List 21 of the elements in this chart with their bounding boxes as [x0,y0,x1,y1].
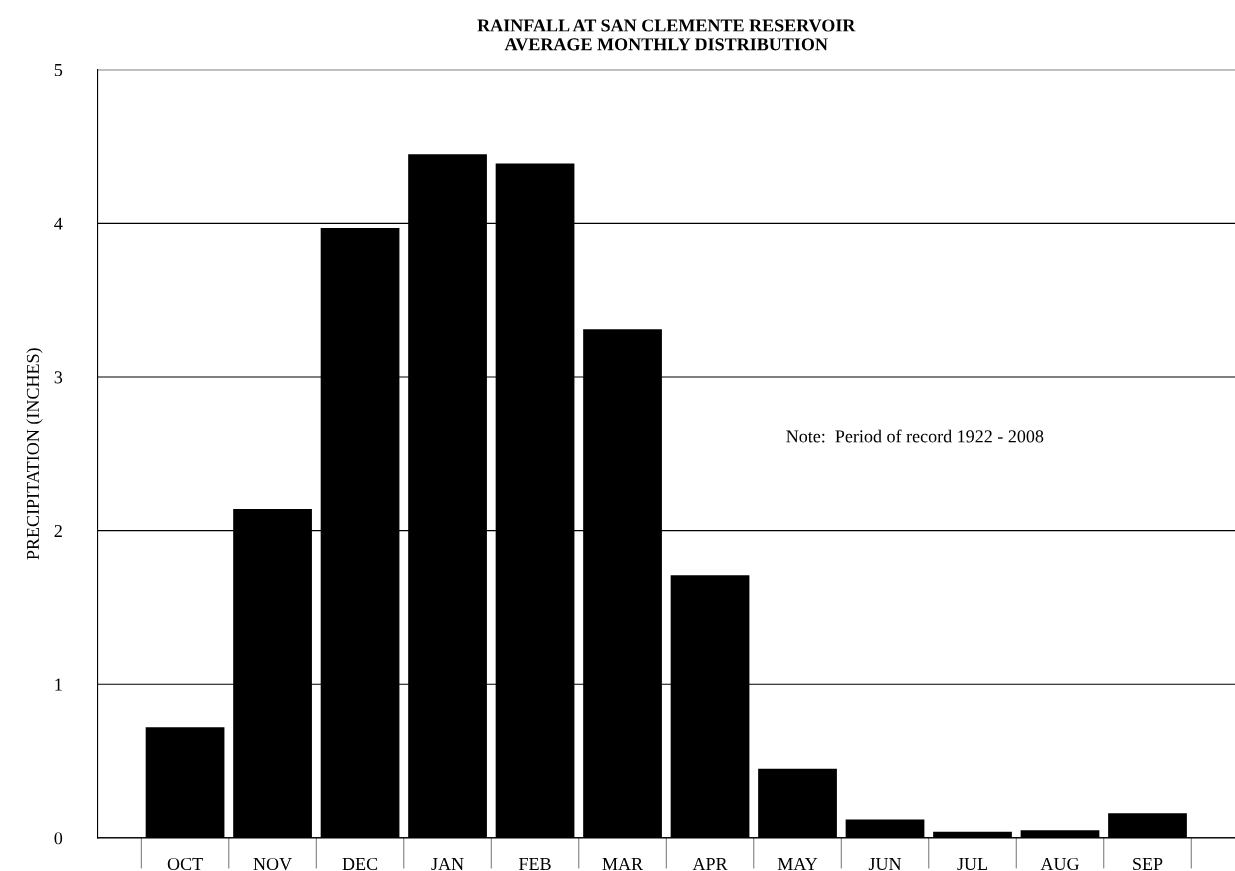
x-tick-label: DEC [342,857,378,871]
y-tick-label: 1 [55,678,62,691]
x-tick-label: APR [692,857,728,870]
x-tick-label: AUG [1040,857,1079,871]
annotation: Note: Period of record 1922 - 2008 [786,429,1044,443]
y-tick-label: 2 [54,524,62,537]
x-tick-label: JUN [868,858,902,871]
x-tick-label: MAR [602,857,644,870]
x-tick-label: MAY [777,857,818,870]
x-tick-label: SEP [1133,857,1163,871]
x-tick-label: JAN [431,857,464,871]
y-axis-title: PRECIPITATION (INCHES) [26,348,43,560]
x-tick-label: NOV [253,857,292,871]
chart-title: RAINFALL AT SAN CLEMENTE RESERVOIR AVERAGE MONTHLY DISTRIBUTION [477,19,856,51]
y-tick-label: 4 [54,217,63,230]
y-tick-label: 3 [54,371,63,384]
x-tick-label: FEB [519,858,551,870]
y-tick-label: 5 [54,64,63,77]
y-tick-label: 0 [54,832,63,845]
x-tick-label: JUL [957,858,987,871]
x-tick-label: OCT [167,857,203,871]
